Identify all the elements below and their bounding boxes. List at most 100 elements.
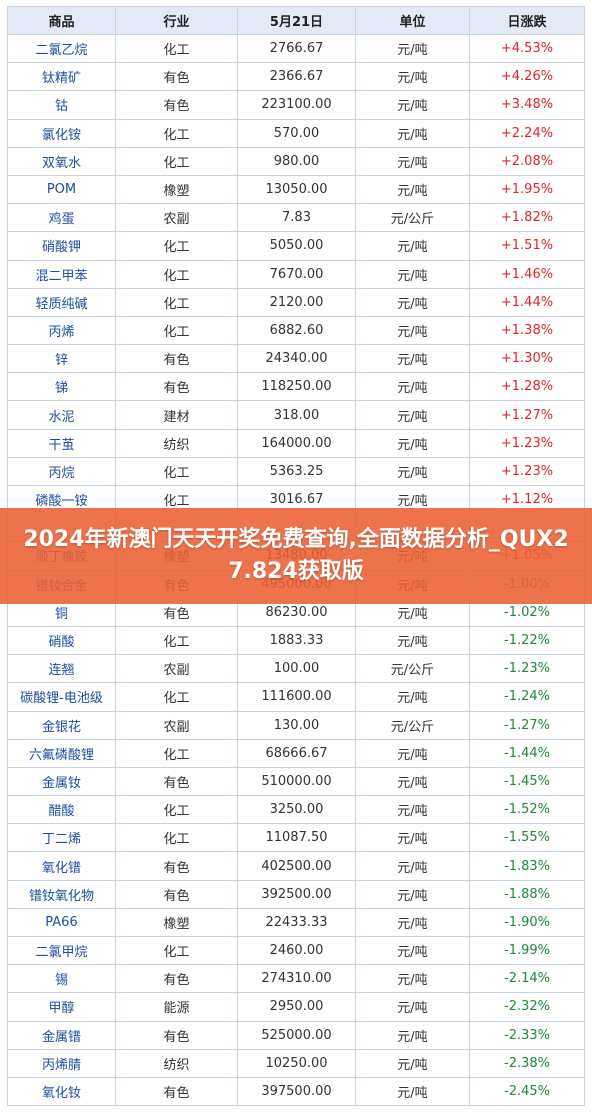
cell-price: 525000.00 — [237, 1020, 356, 1050]
cell-commodity[interactable]: 硝酸 — [7, 625, 116, 656]
cell-unit: 元/吨 — [355, 344, 470, 374]
cell-industry: 化工 — [115, 456, 238, 487]
cell-price: 570.00 — [237, 118, 356, 148]
cell-price: 164000.00 — [237, 428, 356, 458]
cell-commodity[interactable]: 轻质纯碱 — [7, 287, 116, 317]
cell-price: 1883.33 — [237, 625, 356, 656]
cell-price: 2460.00 — [237, 935, 356, 966]
cell-industry: 橡塑 — [115, 174, 238, 205]
table-row: 丙烯 化工 6882.60 元/吨 +1.38% — [7, 315, 585, 346]
cell-change: +1.27% — [469, 400, 585, 430]
cell-commodity[interactable]: 碳酸锂-电池级 — [7, 682, 116, 712]
cell-change: -1.45% — [469, 766, 585, 797]
cell-unit: 元/吨 — [355, 992, 470, 1022]
cell-commodity[interactable]: 醋酸 — [7, 795, 116, 825]
cell-industry: 有色 — [115, 851, 238, 881]
cell-commodity[interactable]: 混二甲苯 — [7, 259, 116, 289]
cell-commodity[interactable]: 丁二烯 — [7, 823, 116, 853]
cell-industry: 化工 — [115, 738, 238, 768]
cell-commodity[interactable]: 二氯甲烷 — [7, 935, 116, 966]
cell-commodity[interactable]: PA66 — [7, 907, 116, 938]
cell-change: -1.88% — [469, 879, 585, 909]
banner-text: 2024年新澳门天天开奖免费查询,全面数据分析_QUX27.824获取版 — [23, 527, 569, 584]
table-row: 醋酸 化工 3250.00 元/吨 -1.52% — [7, 795, 585, 825]
cell-unit: 元/吨 — [355, 1048, 470, 1078]
cell-commodity[interactable]: 丙烷 — [7, 456, 116, 487]
cell-commodity[interactable]: 金银花 — [7, 710, 116, 740]
cell-price: 274310.00 — [237, 964, 356, 994]
cell-commodity[interactable]: 甲醇 — [7, 992, 116, 1022]
table-row: PA66 橡塑 22433.33 元/吨 -1.90% — [7, 907, 585, 938]
cell-industry: 有色 — [115, 344, 238, 374]
cell-industry: 化工 — [115, 33, 238, 64]
cell-commodity[interactable]: 钛精矿 — [7, 62, 116, 92]
cell-unit: 元/吨 — [355, 62, 470, 92]
cell-industry: 能源 — [115, 992, 238, 1022]
cell-commodity[interactable]: 氧化钕 — [7, 1076, 116, 1107]
cell-commodity[interactable]: 镨钕氧化物 — [7, 879, 116, 909]
cell-commodity[interactable]: 水泥 — [7, 400, 116, 430]
cell-commodity[interactable]: 鸡蛋 — [7, 203, 116, 233]
cell-industry: 建材 — [115, 400, 238, 430]
cell-commodity[interactable]: 锡 — [7, 964, 116, 994]
table-row: 二氯乙烷 化工 2766.67 元/吨 +4.53% — [7, 33, 585, 64]
table-row: 镨钕氧化物 有色 392500.00 元/吨 -1.88% — [7, 879, 585, 909]
cell-change: +1.30% — [469, 344, 585, 374]
cell-industry: 化工 — [115, 287, 238, 317]
cell-commodity[interactable]: 二氯乙烷 — [7, 33, 116, 64]
cell-industry: 有色 — [115, 372, 238, 402]
cell-change: +4.53% — [469, 33, 585, 64]
cell-commodity[interactable]: 干茧 — [7, 428, 116, 458]
cell-commodity[interactable]: 锑 — [7, 372, 116, 402]
cell-change: +1.46% — [469, 259, 585, 289]
cell-commodity[interactable]: 金属钕 — [7, 766, 116, 797]
cell-unit: 元/吨 — [355, 174, 470, 205]
cell-price: 318.00 — [237, 400, 356, 430]
cell-change: +1.82% — [469, 203, 585, 233]
header-date: 5月21日 — [237, 6, 356, 35]
cell-change: +2.24% — [469, 118, 585, 148]
table-row: 钴有色 223100.00 元/吨 +3.48% — [7, 90, 585, 120]
cell-industry: 化工 — [115, 315, 238, 346]
cell-price: 111600.00 — [237, 682, 356, 712]
cell-price: 10250.00 — [237, 1048, 356, 1078]
cell-price: 3250.00 — [237, 795, 356, 825]
cell-unit: 元/吨 — [355, 879, 470, 909]
cell-commodity[interactable]: 金属镨 — [7, 1020, 116, 1050]
cell-commodity[interactable]: 六氟磷酸锂 — [7, 738, 116, 768]
cell-unit: 元/吨 — [355, 231, 470, 261]
cell-unit: 元/公斤 — [355, 203, 470, 233]
table-row: 金属镨 有色 525000.00 元/吨 -2.33% — [7, 1020, 585, 1050]
cell-price: 2366.67 — [237, 62, 356, 92]
cell-unit: 元/吨 — [355, 907, 470, 938]
cell-commodity[interactable]: POM — [7, 174, 116, 205]
cell-price: 7.83 — [237, 203, 356, 233]
cell-industry: 有色 — [115, 879, 238, 909]
table-row: 丙烯腈 纺织 10250.00 元/吨 -2.38% — [7, 1048, 585, 1078]
cell-industry: 化工 — [115, 231, 238, 261]
cell-unit: 元/吨 — [355, 738, 470, 768]
cell-commodity[interactable]: 连翘 — [7, 654, 116, 684]
cell-commodity[interactable]: 丙烯 — [7, 315, 116, 346]
cell-change: -1.23% — [469, 654, 585, 684]
cell-commodity[interactable]: 丙烯腈 — [7, 1048, 116, 1078]
table-row: 连翘 农副 100.00 元/公斤 -1.23% — [7, 654, 585, 684]
cell-commodity[interactable]: 双氧水 — [7, 146, 116, 176]
cell-industry: 化工 — [115, 259, 238, 289]
cell-price: 5050.00 — [237, 231, 356, 261]
cell-unit: 元/公斤 — [355, 654, 470, 684]
cell-change: -1.83% — [469, 851, 585, 881]
cell-commodity[interactable]: 氯化铵 — [7, 118, 116, 148]
table-row: 混二甲苯 化工 7670.00 元/吨 +1.46% — [7, 259, 585, 289]
cell-commodity[interactable]: 钴 — [7, 90, 116, 120]
cell-industry: 有色 — [115, 964, 238, 994]
commodity-table-container: 商品 行业 5月21日 单位 日涨跌 二氯乙烷 化工 2766.67 元/吨 +4.53… — [7, 6, 585, 1107]
cell-unit: 元/吨 — [355, 1020, 470, 1050]
cell-price: 22433.33 — [237, 907, 356, 938]
cell-commodity[interactable]: 锌 — [7, 344, 116, 374]
cell-change: +1.23% — [469, 428, 585, 458]
cell-unit: 元/吨 — [355, 428, 470, 458]
cell-commodity[interactable]: 氧化镨 — [7, 851, 116, 881]
cell-commodity[interactable]: 硝酸钾 — [7, 231, 116, 261]
cell-price: 24340.00 — [237, 344, 356, 374]
